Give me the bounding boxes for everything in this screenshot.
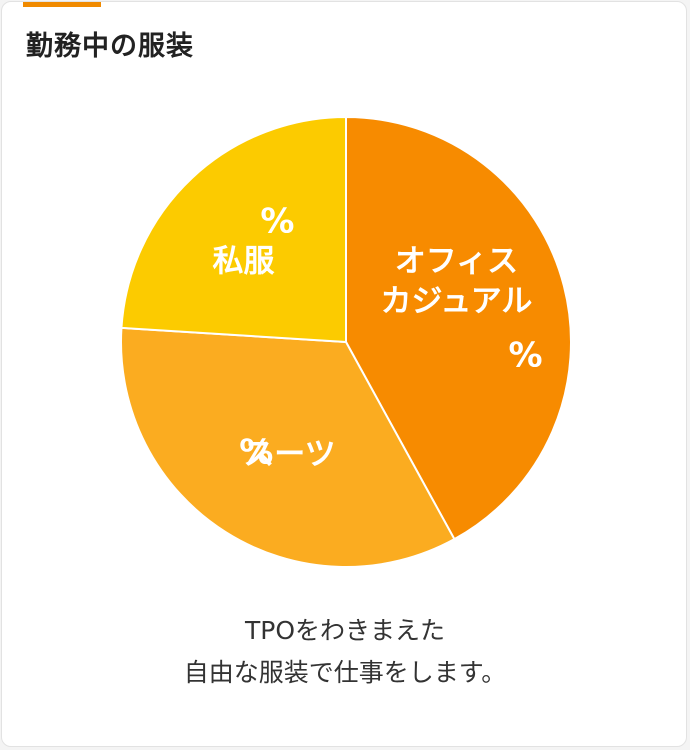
slice-label: オフィスカジュアル (381, 243, 533, 319)
pie-slice (345, 115, 572, 541)
slice-percent: % (239, 433, 273, 473)
slice-label: スーツ (243, 437, 335, 473)
card-title: 勤務中の服装 (26, 31, 194, 62)
title-accent-bar (23, 2, 101, 7)
caption-line-1: TPOをわきまえた (244, 616, 446, 645)
slice-label: 私服 (212, 243, 274, 279)
pie-slice (120, 115, 347, 344)
slice-percent: % (509, 335, 543, 375)
slice-percent: % (260, 202, 294, 242)
pie-slice (120, 326, 456, 568)
caption-line-2: 自由な服装で仕事をします。 (183, 658, 507, 687)
